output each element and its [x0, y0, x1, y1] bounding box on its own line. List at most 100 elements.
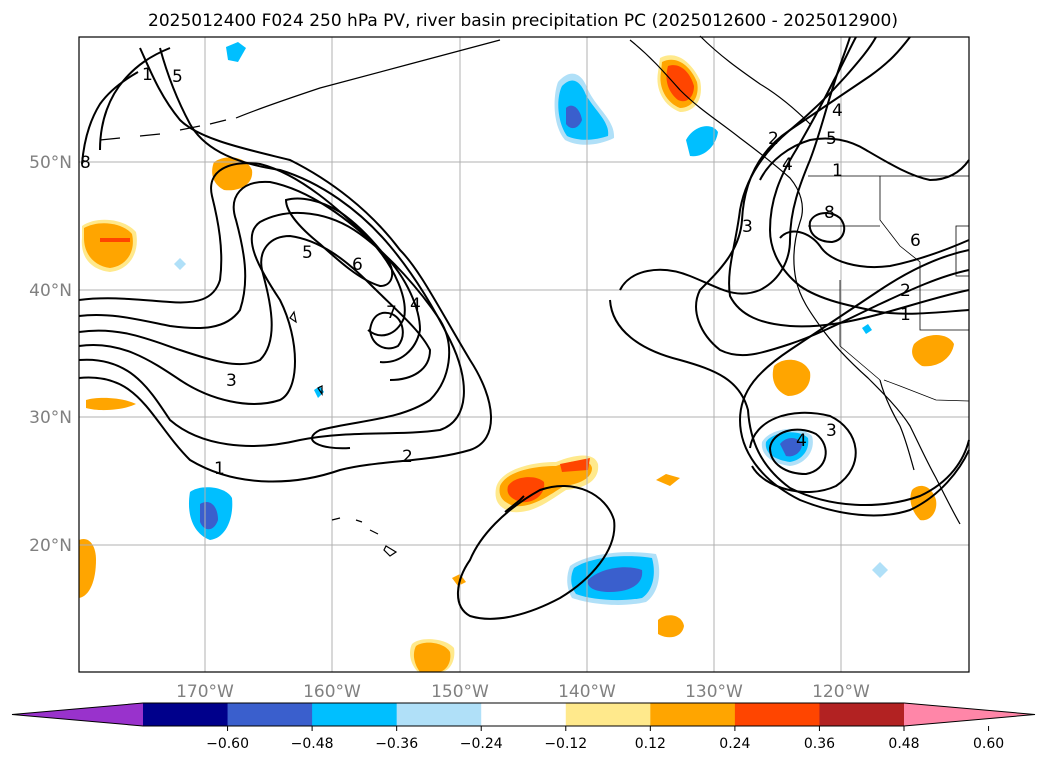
- colorbar-tick-label: 0.12: [635, 736, 666, 752]
- shade-pos-panhandle-core: [666, 65, 694, 102]
- lat-label: 30°N: [29, 408, 72, 428]
- contour-label: 3: [226, 371, 237, 391]
- pv-contour-low-4: [768, 428, 827, 476]
- contour-label: 1: [832, 161, 843, 181]
- contour-label: 4: [410, 295, 421, 315]
- lat-label: 20°N: [29, 536, 72, 556]
- lon-label: 170°W: [176, 682, 234, 702]
- pv-contour-subtrop: [456, 485, 616, 620]
- lon-label: 140°W: [558, 682, 616, 702]
- pv-contour-east-2: [695, 36, 970, 357]
- contour-label: 4: [796, 431, 807, 451]
- pv-contour-subtrop-tick: [504, 495, 525, 513]
- colorbar-tick-label: −0.60: [206, 736, 249, 752]
- gridlines: [79, 37, 969, 672]
- shade-pos-125w-35n: [772, 359, 811, 396]
- shade-pos-133w-13n: [658, 615, 684, 638]
- contour-label: 2: [768, 129, 779, 149]
- contour-label: 1: [214, 459, 225, 479]
- colorbar-segment: [819, 703, 905, 726]
- contour-label: 8: [80, 153, 91, 173]
- shading-layer: [79, 42, 954, 672]
- colorbar-segment: [565, 703, 651, 726]
- lon-label: 160°W: [303, 682, 361, 702]
- colorbar-tick-label: −0.48: [291, 736, 334, 752]
- map-frame: [78, 36, 970, 673]
- political-borders: [808, 175, 970, 402]
- contour-label: 4: [832, 101, 843, 121]
- lat-label: 50°N: [29, 153, 72, 173]
- island-2: [317, 385, 323, 396]
- pv-contour-east-5: [619, 36, 851, 295]
- lon-labels: 170°W 160°W 150°W 140°W 130°W 120°W: [176, 682, 870, 702]
- pv-contours: [78, 36, 970, 620]
- shade-neg-dot-3: [872, 562, 888, 578]
- contour-label: 3: [742, 217, 753, 237]
- pv-contour-low-3: [749, 411, 857, 493]
- lon-label: 130°W: [685, 682, 743, 702]
- pv-contour-2: [78, 47, 465, 447]
- colorbar-segment: [312, 703, 398, 726]
- colorbar-segment: [734, 703, 820, 726]
- pv-contour-1: [78, 47, 492, 483]
- lat-labels: 50°N 40°N 30°N 20°N: [29, 153, 72, 556]
- contour-label: 5: [826, 129, 837, 149]
- pv-contour-7: [368, 311, 404, 350]
- shade-neg-goa-core: [566, 105, 582, 129]
- pv-contour-5: [78, 180, 422, 364]
- contour-label: 3: [826, 421, 837, 441]
- shade-pos-west-18n: [79, 538, 96, 598]
- pv-contour-6: [78, 162, 406, 337]
- contour-label: 1: [142, 65, 153, 85]
- colorbar-extend-high: [904, 703, 1035, 726]
- shade-neg-140w-core: [587, 567, 643, 592]
- coast-baja: [879, 379, 915, 471]
- pv-contour-east-4: [768, 36, 970, 315]
- colorbar-segment: [650, 703, 736, 726]
- shade-pos-west-core: [100, 238, 130, 242]
- border-states-1: [879, 176, 969, 331]
- chart-title: 2025012400 F024 250 hPa PV, river basin …: [148, 11, 898, 31]
- lat-label: 40°N: [29, 281, 72, 301]
- coast-west-na: [629, 39, 961, 525]
- colorbar-tick-label: −0.12: [544, 736, 587, 752]
- shade-neg-bc: [686, 126, 718, 157]
- coast-hawaii: [331, 517, 398, 557]
- colorbar-tick-label: 0.48: [888, 736, 919, 752]
- shade-pos-168w: [212, 157, 253, 191]
- colorbar-tick-label: 0.24: [719, 736, 750, 752]
- shade-neg-aleutian: [226, 42, 246, 62]
- border-states-2: [839, 280, 881, 381]
- colorbar-tick-label: 0.36: [804, 736, 835, 752]
- pv-contour-east-9: [779, 230, 970, 268]
- border-us-mexico: [883, 379, 970, 402]
- colorbar-extend-low: [12, 703, 143, 726]
- contour-label: 2: [900, 281, 911, 301]
- colorbar-segment: [143, 703, 229, 726]
- coast-aleutians: [99, 119, 227, 141]
- pv-contour-east-8: [808, 212, 846, 244]
- colorbar-segment: [481, 703, 567, 726]
- shade-neg-125w-core: [780, 438, 802, 457]
- shade-neg-dot-1: [174, 258, 186, 270]
- shade-pos-west: [84, 223, 133, 268]
- shade-pos-31n: [86, 397, 136, 411]
- colorbar-tick-label: −0.24: [460, 736, 503, 752]
- pv-contour-east-7: [759, 137, 970, 182]
- shade-pos-133w: [656, 474, 680, 486]
- pv-contour-east-6: [609, 299, 970, 507]
- shade-pos-swus: [912, 335, 954, 367]
- colorbar-segment: [396, 703, 482, 726]
- colorbar-tick-label: −0.36: [375, 736, 418, 752]
- contour-label: 1: [900, 305, 911, 325]
- pv-contour-3: [78, 211, 451, 450]
- pv-contour-nw-2: [81, 71, 139, 165]
- pv-contour-5b: [284, 197, 394, 288]
- contour-label: 7: [386, 303, 397, 323]
- shade-pos-155w: [413, 642, 451, 672]
- colorbar-segment: [227, 703, 313, 726]
- contour-label: 4: [782, 155, 793, 175]
- map-panel: 1 2 3 4 5 6 7 1 5 8 1 2 3 4 5 6 8 1 2 4 …: [78, 35, 970, 673]
- island-1: [289, 310, 297, 324]
